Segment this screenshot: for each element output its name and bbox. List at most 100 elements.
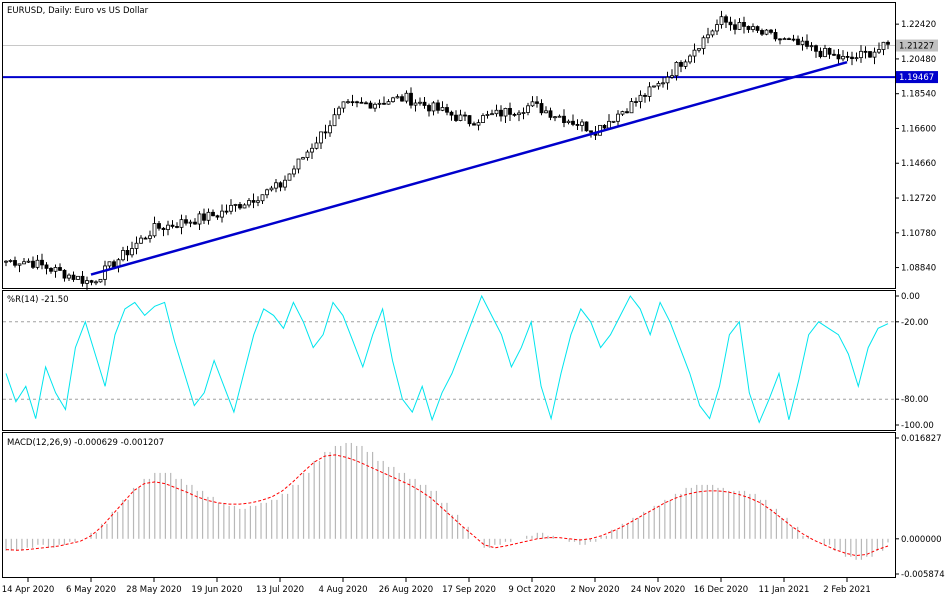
price-candle [818, 47, 823, 59]
price-candle [134, 236, 139, 255]
price-candle [872, 47, 877, 65]
date-axis-tick-label: 14 Apr 2020 [2, 585, 55, 595]
price-axis-tick-label: 1.14660 [901, 159, 936, 169]
macd-signal-line [5, 454, 889, 557]
price-candle [98, 278, 103, 283]
price-candle [526, 102, 530, 116]
price-candle [161, 227, 166, 237]
price-candle [305, 149, 310, 161]
price-candle [247, 197, 251, 208]
price-candle [557, 114, 562, 118]
price-candle [566, 119, 571, 125]
price-candle [634, 97, 638, 107]
macd-panel-frame[interactable] [2, 432, 896, 578]
price-candle [508, 102, 512, 122]
price-candle [863, 46, 868, 59]
price-candle [184, 215, 188, 226]
price-candle [31, 256, 35, 270]
price-candle [350, 94, 355, 107]
price-candle [665, 71, 670, 90]
price-candle [341, 101, 346, 113]
price-candle [152, 216, 157, 238]
price-candle [422, 96, 427, 109]
price-candle [679, 60, 683, 73]
price-candle [224, 204, 229, 215]
price-candle [859, 45, 863, 63]
price-candle [512, 112, 517, 117]
price-candle [17, 263, 22, 273]
price-candle [539, 99, 544, 116]
svg-text:1.19467: 1.19467 [899, 73, 934, 83]
price-candle [13, 256, 17, 268]
price-candle [8, 259, 13, 263]
price-candle [827, 47, 832, 59]
level-price-tag: 1.19467 [896, 71, 938, 84]
price-candle [427, 103, 431, 117]
price-candle [548, 107, 553, 121]
price-candle [418, 97, 422, 106]
price-candle [688, 54, 692, 65]
price-axis-tick-label: 1.10780 [901, 229, 936, 239]
price-candle [89, 279, 94, 286]
price-candle [103, 260, 107, 286]
price-candle [769, 28, 773, 35]
price-candle [278, 181, 283, 192]
date-axis-tick-label: 4 Aug 2020 [318, 585, 367, 595]
price-candle [238, 201, 242, 210]
date-axis-tick-label: 6 May 2020 [66, 585, 116, 595]
price-candle [629, 97, 634, 114]
price-candle [62, 269, 67, 282]
price-axis-tick-label: 1.16600 [901, 124, 936, 134]
price-candle [310, 143, 314, 159]
price-candle [319, 131, 323, 150]
price-candle [22, 258, 26, 265]
price-candle [670, 69, 674, 79]
price-candle [58, 263, 62, 271]
price-candle [886, 40, 890, 50]
date-axis-tick-label: 26 Aug 2020 [379, 585, 433, 595]
price-candle [643, 93, 647, 103]
price-axis-tick-label: 1.08840 [901, 264, 936, 274]
price-candle [251, 193, 256, 209]
price-candle [530, 96, 535, 108]
price-candle [193, 218, 197, 225]
williams-axis-tick-label: -100.00 [901, 421, 934, 431]
price-candle [728, 16, 733, 31]
williams-panel-frame[interactable] [2, 290, 896, 431]
price-panel-frame[interactable] [2, 2, 896, 289]
price-candle [476, 119, 481, 131]
price-candle [584, 121, 589, 132]
price-candle [458, 109, 463, 122]
price-candle [697, 48, 701, 53]
price-candle [481, 113, 485, 123]
price-candle [94, 280, 98, 286]
price-candle [265, 188, 269, 199]
price-candle [517, 110, 521, 122]
price-candle [395, 94, 400, 99]
price-candle [328, 120, 332, 137]
price-candle [386, 99, 391, 105]
price-candle [490, 109, 494, 116]
price-candle [647, 82, 652, 102]
price-candle [499, 105, 503, 122]
williams-panel-title: %R(14) -21.50 [7, 295, 69, 305]
date-axis-tick-label: 16 Dec 2020 [694, 585, 748, 595]
price-candle [778, 38, 782, 45]
price-axis-tick-label: 1.18540 [901, 90, 936, 100]
price-candle [220, 204, 224, 223]
price-candle [580, 119, 584, 132]
macd-axis-tick-label: 0.000000 [901, 535, 942, 545]
date-axis-tick-label: 19 Jun 2020 [191, 585, 242, 595]
price-candle [638, 90, 643, 109]
price-candle [202, 208, 206, 225]
price-candle [85, 276, 89, 290]
price-candle [692, 43, 697, 63]
price-candle [800, 36, 805, 51]
price-candle [404, 90, 409, 104]
axes: 1.22420 1.20480 1.18540 1.16600 1.14660 1.127… [2, 20, 945, 595]
price-candle [242, 203, 247, 209]
date-axis-tick-label: 2 Nov 2020 [570, 585, 619, 595]
price-candle [179, 214, 184, 235]
price-candle [836, 48, 841, 64]
